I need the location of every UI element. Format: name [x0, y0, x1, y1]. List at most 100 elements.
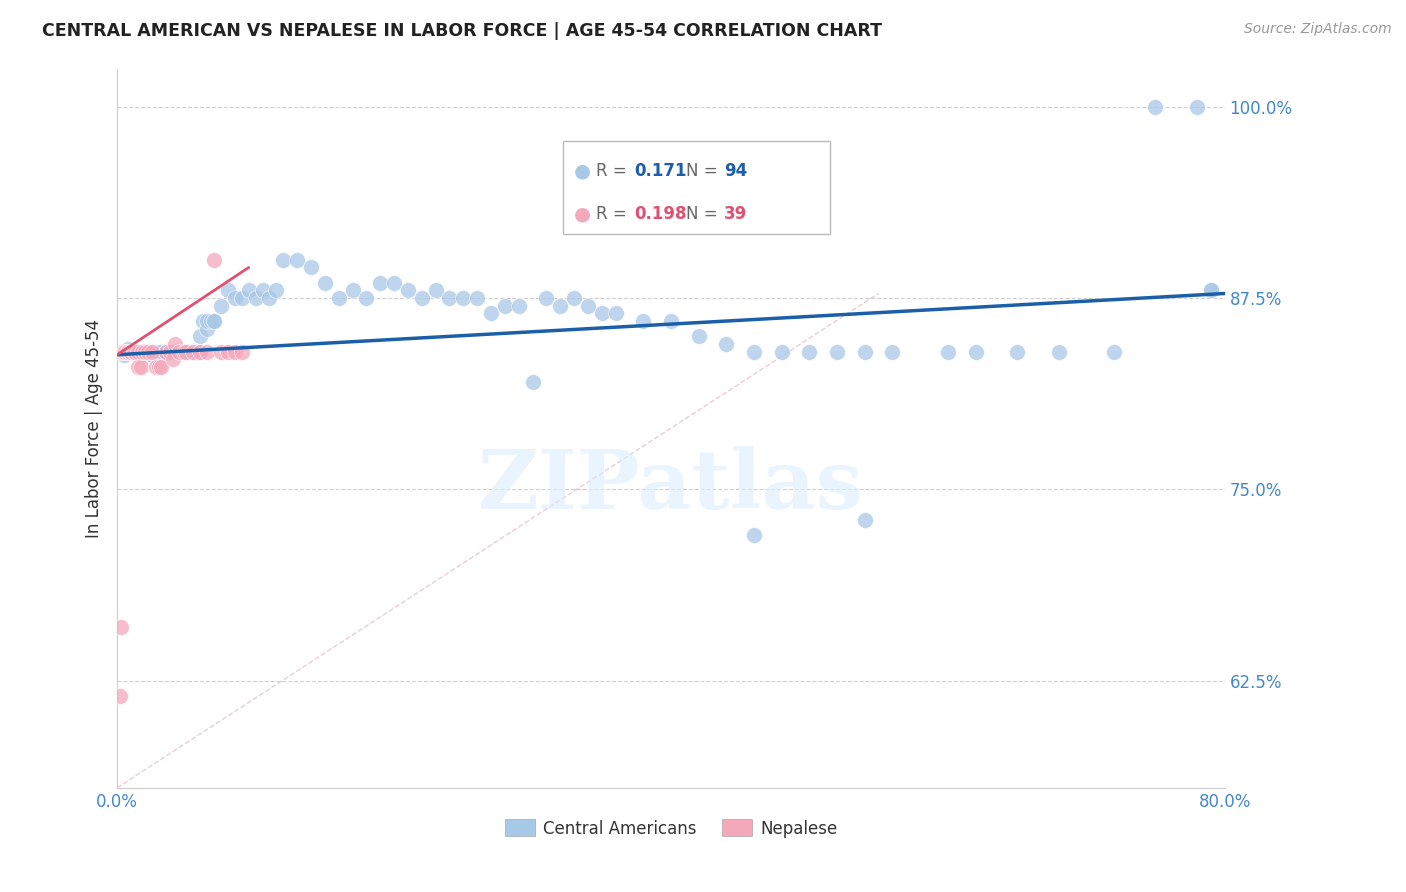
Point: [141, 348, 163, 362]
Legend: Central Americans, Nepalese: Central Americans, Nepalese: [498, 813, 844, 844]
Point: [1199, 284, 1222, 298]
Point: [882, 344, 904, 359]
Point: [1199, 284, 1222, 298]
Point: [173, 344, 195, 359]
Point: [117, 342, 139, 356]
Point: [145, 359, 167, 374]
Point: [1047, 344, 1070, 359]
Point: [356, 291, 378, 305]
Point: [536, 291, 558, 305]
Point: [117, 344, 139, 359]
Point: [328, 291, 350, 305]
Point: [155, 344, 177, 359]
Point: [110, 344, 132, 359]
Point: [186, 344, 208, 359]
Point: [195, 344, 218, 359]
Text: N =: N =: [686, 162, 723, 180]
Point: [453, 291, 475, 305]
Point: [479, 306, 502, 320]
Point: [252, 284, 274, 298]
Point: [162, 344, 184, 359]
Point: [853, 344, 876, 359]
Point: [314, 276, 336, 290]
Point: [150, 359, 173, 374]
Point: [169, 344, 191, 359]
Point: [108, 344, 131, 359]
Point: [411, 291, 433, 305]
Text: N =: N =: [686, 204, 723, 223]
Point: [200, 314, 222, 328]
Point: [134, 344, 156, 359]
Text: 94: 94: [724, 162, 748, 180]
Point: [145, 344, 167, 359]
Point: [202, 252, 225, 267]
Point: [124, 344, 146, 359]
Point: [110, 620, 132, 634]
Point: [120, 344, 142, 359]
Point: [936, 344, 959, 359]
Point: [141, 344, 163, 359]
Point: [202, 314, 225, 328]
Text: CENTRAL AMERICAN VS NEPALESE IN LABOR FORCE | AGE 45-54 CORRELATION CHART: CENTRAL AMERICAN VS NEPALESE IN LABOR FO…: [42, 22, 882, 40]
Point: [129, 359, 152, 374]
Point: [165, 344, 187, 359]
Point: [183, 344, 205, 359]
Point: [108, 689, 131, 703]
Point: [259, 291, 281, 305]
Text: ●: ●: [574, 204, 591, 223]
Point: [591, 306, 613, 320]
Point: [176, 344, 198, 359]
Y-axis label: In Labor Force | Age 45-54: In Labor Force | Age 45-54: [86, 318, 103, 538]
Point: [162, 344, 184, 359]
Text: R =: R =: [596, 204, 633, 223]
Point: [155, 344, 177, 359]
Point: [368, 276, 391, 290]
Point: [522, 376, 544, 390]
Point: [1144, 100, 1167, 114]
Point: [217, 344, 239, 359]
Point: [396, 284, 419, 298]
Point: [122, 344, 145, 359]
Text: ●: ●: [574, 161, 591, 180]
Point: [633, 314, 655, 328]
Point: [382, 276, 405, 290]
Point: [688, 329, 710, 343]
Text: ZIPatlas: ZIPatlas: [478, 446, 863, 525]
Point: [112, 348, 135, 362]
Point: [209, 299, 232, 313]
Point: [1102, 344, 1125, 359]
Point: [195, 321, 218, 335]
Point: [134, 348, 156, 362]
Text: 0.171: 0.171: [634, 162, 686, 180]
Point: [716, 337, 738, 351]
Point: [853, 513, 876, 527]
Point: [965, 344, 987, 359]
Point: [165, 337, 187, 351]
Point: [202, 314, 225, 328]
Point: [1185, 100, 1208, 114]
Point: [169, 344, 191, 359]
Point: [465, 291, 488, 305]
Point: [188, 344, 211, 359]
Point: [266, 284, 288, 298]
Point: [127, 348, 149, 362]
Point: [183, 344, 205, 359]
Point: [115, 344, 138, 359]
Point: [576, 299, 599, 313]
Point: [217, 284, 239, 298]
Point: [825, 344, 848, 359]
Point: [209, 344, 232, 359]
Point: [245, 291, 267, 305]
Text: 0.198: 0.198: [634, 204, 686, 223]
Point: [118, 344, 141, 359]
Point: [176, 344, 198, 359]
Point: [173, 344, 195, 359]
Point: [169, 344, 191, 359]
Point: [548, 299, 571, 313]
Text: 39: 39: [724, 204, 748, 223]
Point: [605, 306, 627, 320]
Point: [285, 252, 308, 267]
Point: [136, 344, 159, 359]
Text: Source: ZipAtlas.com: Source: ZipAtlas.com: [1244, 22, 1392, 37]
Point: [112, 344, 135, 359]
